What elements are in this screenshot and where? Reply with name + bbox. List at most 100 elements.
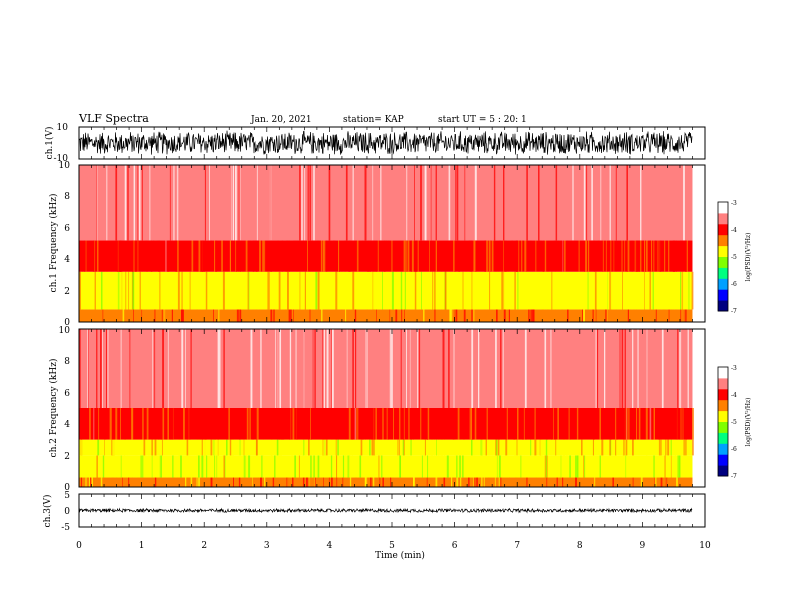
p2-img-stripe-1-70 [94, 271, 96, 310]
p2-img-stripe-2-84 [627, 240, 630, 272]
p3-img-stripe-3-4 [249, 408, 251, 440]
p3-img-stripe-0-89 [306, 477, 308, 487]
p2-img-stripe-2-61 [264, 240, 266, 272]
p2-img-stripe-1-74 [681, 271, 684, 310]
p2-img-stripe-0-92 [583, 309, 585, 322]
p3-img-stripe-3-80 [638, 408, 641, 440]
p2-img-stripe-1-15 [471, 271, 473, 310]
p2-img-stripe-0-15 [81, 309, 83, 322]
p3-img-stripe-1-8 [498, 455, 501, 478]
p3-img-stripe-2-67 [231, 439, 232, 456]
p2-img-stripe-3-53 [448, 165, 451, 241]
p2-img-stripe-2-17 [486, 240, 488, 272]
p2-img-stripe-2-109 [201, 240, 204, 272]
p2-img-stripe-3-130 [135, 165, 137, 241]
p3-img-stripe-4-84 [687, 329, 689, 408]
p3-img-stripe-1-89 [580, 455, 583, 478]
p3-img-stripe-4-63 [621, 329, 624, 408]
p3-img-stripe-4-44 [310, 329, 313, 408]
p3-img-stripe-4-100 [678, 329, 680, 408]
p2-img-stripe-1-19 [242, 271, 245, 310]
p2-img-stripe-3-97 [145, 165, 147, 241]
p2-img-stripe-1-120 [587, 271, 589, 310]
p2-img-stripe-2-34 [320, 240, 323, 272]
p2-img-stripe-1-44 [465, 271, 467, 310]
p3-img-stripe-2-50 [373, 439, 375, 456]
p3-img-stripe-1-109 [117, 455, 120, 478]
p2-img-stripe-3-38 [169, 165, 171, 241]
p2-img-stripe-2-139 [94, 240, 96, 272]
ch2-spectrogram-panel: 0 2 4 6 8 10 ch.2 Frequency (kHz) -3 -4 … [48, 326, 752, 493]
p2-img-stripe-0-16 [218, 309, 220, 322]
p2-img-stripe-2-69 [631, 240, 633, 272]
p3-img-stripe-0-94 [494, 477, 496, 487]
p3-img-stripe-4-112 [679, 329, 682, 408]
p2-img-stripe-1-129 [122, 271, 123, 310]
p2-img-stripe-2-38 [133, 240, 135, 272]
p2-img-stripe-1-26 [670, 271, 672, 310]
p3-img-stripe-3-52 [371, 408, 373, 440]
p3-img-stripe-2-2 [534, 439, 537, 456]
p3-img-stripe-3-38 [362, 408, 364, 440]
p3-img-stripe-2-92 [609, 439, 611, 456]
p2-img-stripe-0-9 [662, 309, 665, 322]
p3-img-stripe-2-6 [410, 439, 412, 456]
p2-img-stripe-1-122 [503, 271, 506, 310]
ch2-colorbar-gradient [718, 367, 728, 477]
p3-img-stripe-2-86 [680, 439, 683, 456]
p2-img-stripe-2-114 [653, 240, 655, 272]
p2-img-stripe-3-102 [583, 165, 586, 241]
p2-img-stripe-3-37 [122, 165, 124, 241]
p3-img-stripe-2-54 [186, 439, 189, 456]
p3-img-stripe-1-43 [216, 455, 218, 478]
p2-img-stripe-2-95 [307, 240, 308, 272]
p2-img-stripe-2-88 [84, 240, 86, 272]
p3-img-stripe-4-9 [79, 329, 81, 408]
p2-img-stripe-3-106 [682, 165, 684, 241]
p2-img-stripe-2-52 [383, 240, 386, 272]
p3-img-stripe-3-46 [472, 408, 474, 440]
p3-img-stripe-4-20 [120, 329, 122, 408]
p3-img-stripe-3-110 [110, 408, 112, 440]
p3-img-stripe-4-118 [514, 329, 516, 408]
p2-img-stripe-0-26 [460, 309, 462, 322]
p3-img-stripe-2-125 [161, 439, 162, 456]
p2-img-stripe-1-1 [622, 271, 623, 310]
p3-img-stripe-0-81 [336, 477, 338, 487]
p3-img-stripe-0-100 [314, 477, 316, 487]
p3-img-stripe-2-127 [369, 439, 371, 456]
p3-img-stripe-1-94 [214, 455, 216, 478]
p3-img-stripe-0-129 [612, 477, 614, 487]
p2-img-stripe-2-40 [405, 240, 407, 272]
p3-img-stripe-3-101 [553, 408, 556, 440]
p3-img-stripe-4-21 [308, 329, 310, 408]
ch3-ytick-0: 0 [64, 507, 70, 517]
p2-img-stripe-3-17 [295, 165, 297, 241]
p3-img-stripe-1-78 [317, 455, 320, 478]
p2-img-stripe-0-103 [161, 309, 163, 322]
p3-img-stripe-0-41 [640, 477, 643, 487]
p3-img-stripe-3-58 [119, 408, 121, 440]
p3-img-stripe-3-100 [569, 408, 571, 440]
p2-img-stripe-0-68 [168, 309, 171, 322]
p3-img-stripe-2-99 [308, 439, 310, 456]
p3-img-stripe-3-71 [534, 408, 536, 440]
p1-wave-line [78, 130, 693, 155]
p3-img-stripe-0-109 [378, 477, 380, 487]
p2-img-stripe-0-136 [683, 309, 685, 322]
p3-img-stripe-1-103 [297, 455, 299, 478]
p2-img-stripe-3-71 [657, 165, 659, 241]
p2-img-stripe-3-44 [307, 165, 309, 241]
p3-img-stripe-3-53 [357, 408, 359, 440]
p2-img-stripe-0-19 [428, 309, 430, 322]
p2-img-stripe-0-89 [659, 309, 661, 322]
p3-img-stripe-3-85 [610, 408, 612, 440]
p3-img-stripe-2-39 [280, 439, 282, 456]
figure-title: VLF Spectra [78, 112, 149, 125]
p3-img-stripe-1-129 [530, 455, 532, 478]
p3-img-stripe-4-51 [96, 329, 98, 408]
p3-img-stripe-4-106 [654, 329, 655, 408]
p2-img-stripe-2-20 [262, 240, 265, 272]
p2-img-stripe-1-59 [181, 271, 183, 310]
p3-img-stripe-2-76 [291, 439, 293, 456]
